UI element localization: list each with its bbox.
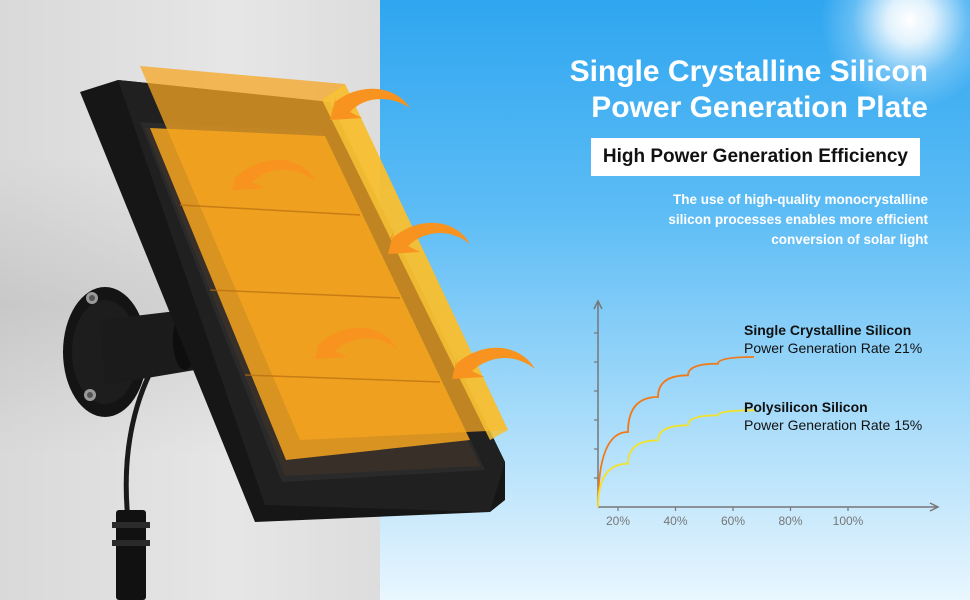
- series-line-2: [597, 409, 755, 508]
- series-line-1: [597, 356, 755, 508]
- description-line1: The use of high-quality monocrystalline: [672, 192, 928, 207]
- solar-panel-icon: [63, 66, 535, 600]
- headline-line2: Power Generation Plate: [591, 91, 928, 124]
- chart-axes: [593, 299, 940, 512]
- sunlight-arrow-icon: [232, 88, 535, 379]
- headline-line1: Single Crystalline Silicon: [569, 55, 928, 88]
- legend-mono-title: Single Crystalline Silicon: [744, 322, 912, 338]
- feature-badge: High Power Generation Efficiency: [590, 138, 920, 176]
- efficiency-chart: 20% 40% 60% 80% 100%: [593, 299, 940, 528]
- x-tick-label: 60%: [721, 514, 745, 528]
- legend-poly: Polysilicon Silicon Power Generation Rat…: [744, 398, 922, 434]
- chart-curves: [597, 356, 755, 508]
- x-tick-label: 80%: [778, 514, 802, 528]
- legend-mono-rate: Power Generation Rate 21%: [744, 340, 923, 356]
- legend-poly-title: Polysilicon Silicon: [744, 399, 868, 415]
- connector-icon: [116, 510, 146, 600]
- description-line3: conversion of solar light: [771, 232, 928, 247]
- legend-mono: Single Crystalline Silicon Power Generat…: [744, 321, 922, 357]
- description-line2: silicon processes enables more efficient: [668, 212, 928, 227]
- wall-mount-icon: [63, 287, 197, 417]
- x-tick-label: 20%: [606, 514, 630, 528]
- y-axis-arrow: [593, 299, 603, 310]
- headline: Single Crystalline Silicon Power Generat…: [570, 54, 928, 126]
- description: The use of high-quality monocrystalline …: [548, 190, 928, 250]
- x-tick-label: 100%: [833, 514, 864, 528]
- legend-poly-rate: Power Generation Rate 15%: [744, 417, 923, 433]
- chart-ticks: 20% 40% 60% 80% 100%: [606, 507, 864, 528]
- x-axis-arrow: [929, 502, 940, 512]
- x-tick-label: 40%: [663, 514, 687, 528]
